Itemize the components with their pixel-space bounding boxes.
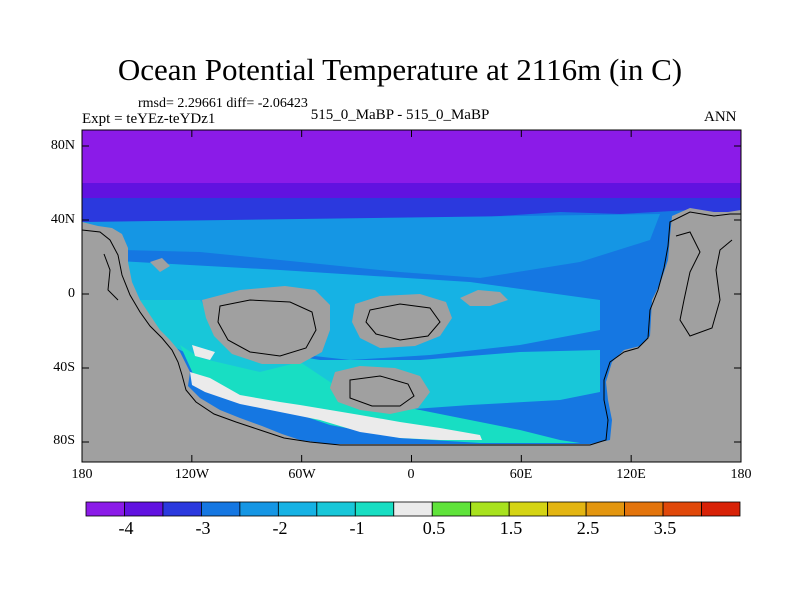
colorbar-swatch xyxy=(701,501,741,517)
colorbar-swatch xyxy=(662,501,702,517)
stats-label: rmsd= 2.29661 diff= -2.06423 xyxy=(138,96,308,111)
x-tick-label: 0 xyxy=(407,467,415,482)
band-2-to-1.5 xyxy=(82,214,660,278)
colorbar-tick-label: 2.5 xyxy=(576,518,600,538)
colorbar-swatch xyxy=(316,501,356,517)
y-tick-label: 0 xyxy=(68,286,75,301)
colorbar-swatch xyxy=(393,501,433,517)
coastline-west xyxy=(103,253,119,301)
coastline-central-b xyxy=(365,303,441,341)
colorbar-tick-label: -4 xyxy=(118,518,134,538)
coastline-east xyxy=(675,231,733,337)
colorbar-tick-label: -3 xyxy=(195,518,211,538)
colorbar-swatch xyxy=(547,501,587,517)
colorbar-swatch xyxy=(239,501,279,517)
experiment-label: Expt = teYEz-teYDz1 xyxy=(82,111,216,127)
x-tick-label: 60E xyxy=(509,467,533,482)
x-tick-label: 60W xyxy=(288,467,316,482)
colorbar-swatch xyxy=(124,501,164,517)
x-tick-label: 180 xyxy=(730,467,752,482)
colorbar-swatch xyxy=(201,501,241,517)
coastlines xyxy=(81,211,741,446)
band-lt-4 xyxy=(82,130,741,185)
colorbar-swatch xyxy=(85,501,125,517)
colorbar-tick-label: -2 xyxy=(272,518,288,538)
coastline-south-c xyxy=(349,375,415,407)
colorbar-tick-label: 1.5 xyxy=(499,518,523,538)
colorbar xyxy=(85,501,741,517)
y-tick-label: 80S xyxy=(53,433,75,448)
axis-ticks xyxy=(81,130,742,462)
y-tick-label: 80N xyxy=(50,138,75,153)
colorbar-swatch xyxy=(585,501,625,517)
map-panel xyxy=(81,129,742,463)
y-tick-label: 40N xyxy=(50,212,75,227)
colorbar-swatch xyxy=(470,501,510,517)
island-east xyxy=(460,290,508,306)
colorbar-tick-label: 3.5 xyxy=(653,518,677,538)
band-0.5-to-0 xyxy=(180,345,580,443)
colorbar-tick-label: -1 xyxy=(349,518,365,538)
case-label: 515_0_MaBP - 515_0_MaBP xyxy=(310,107,490,123)
coastline-central-a xyxy=(217,299,317,357)
land-south-frame xyxy=(82,208,741,462)
x-tick-label: 120W xyxy=(174,467,210,482)
colorbar-swatch xyxy=(162,501,202,517)
island-west xyxy=(150,258,170,272)
colorbar-swatch xyxy=(431,501,472,517)
colorbar-swatch xyxy=(508,501,549,517)
x-tick-label: 180 xyxy=(71,467,93,482)
band-3-to-2 xyxy=(82,198,741,226)
colorbar-swatch xyxy=(277,501,318,517)
x-tick-label: 120E xyxy=(616,467,646,482)
colorbar-tick-label: 0.5 xyxy=(422,518,446,538)
band-1-to-0.5 xyxy=(140,300,600,410)
band-near-zero xyxy=(190,345,482,440)
plot-title: Ocean Potential Temperature at 2116m (in… xyxy=(117,52,683,87)
coastline-main xyxy=(81,211,741,446)
y-tick-label: 40S xyxy=(53,360,75,375)
colorbar-swatch xyxy=(354,501,395,517)
season-label: ANN xyxy=(704,109,737,125)
colorbar-swatch xyxy=(624,501,664,517)
